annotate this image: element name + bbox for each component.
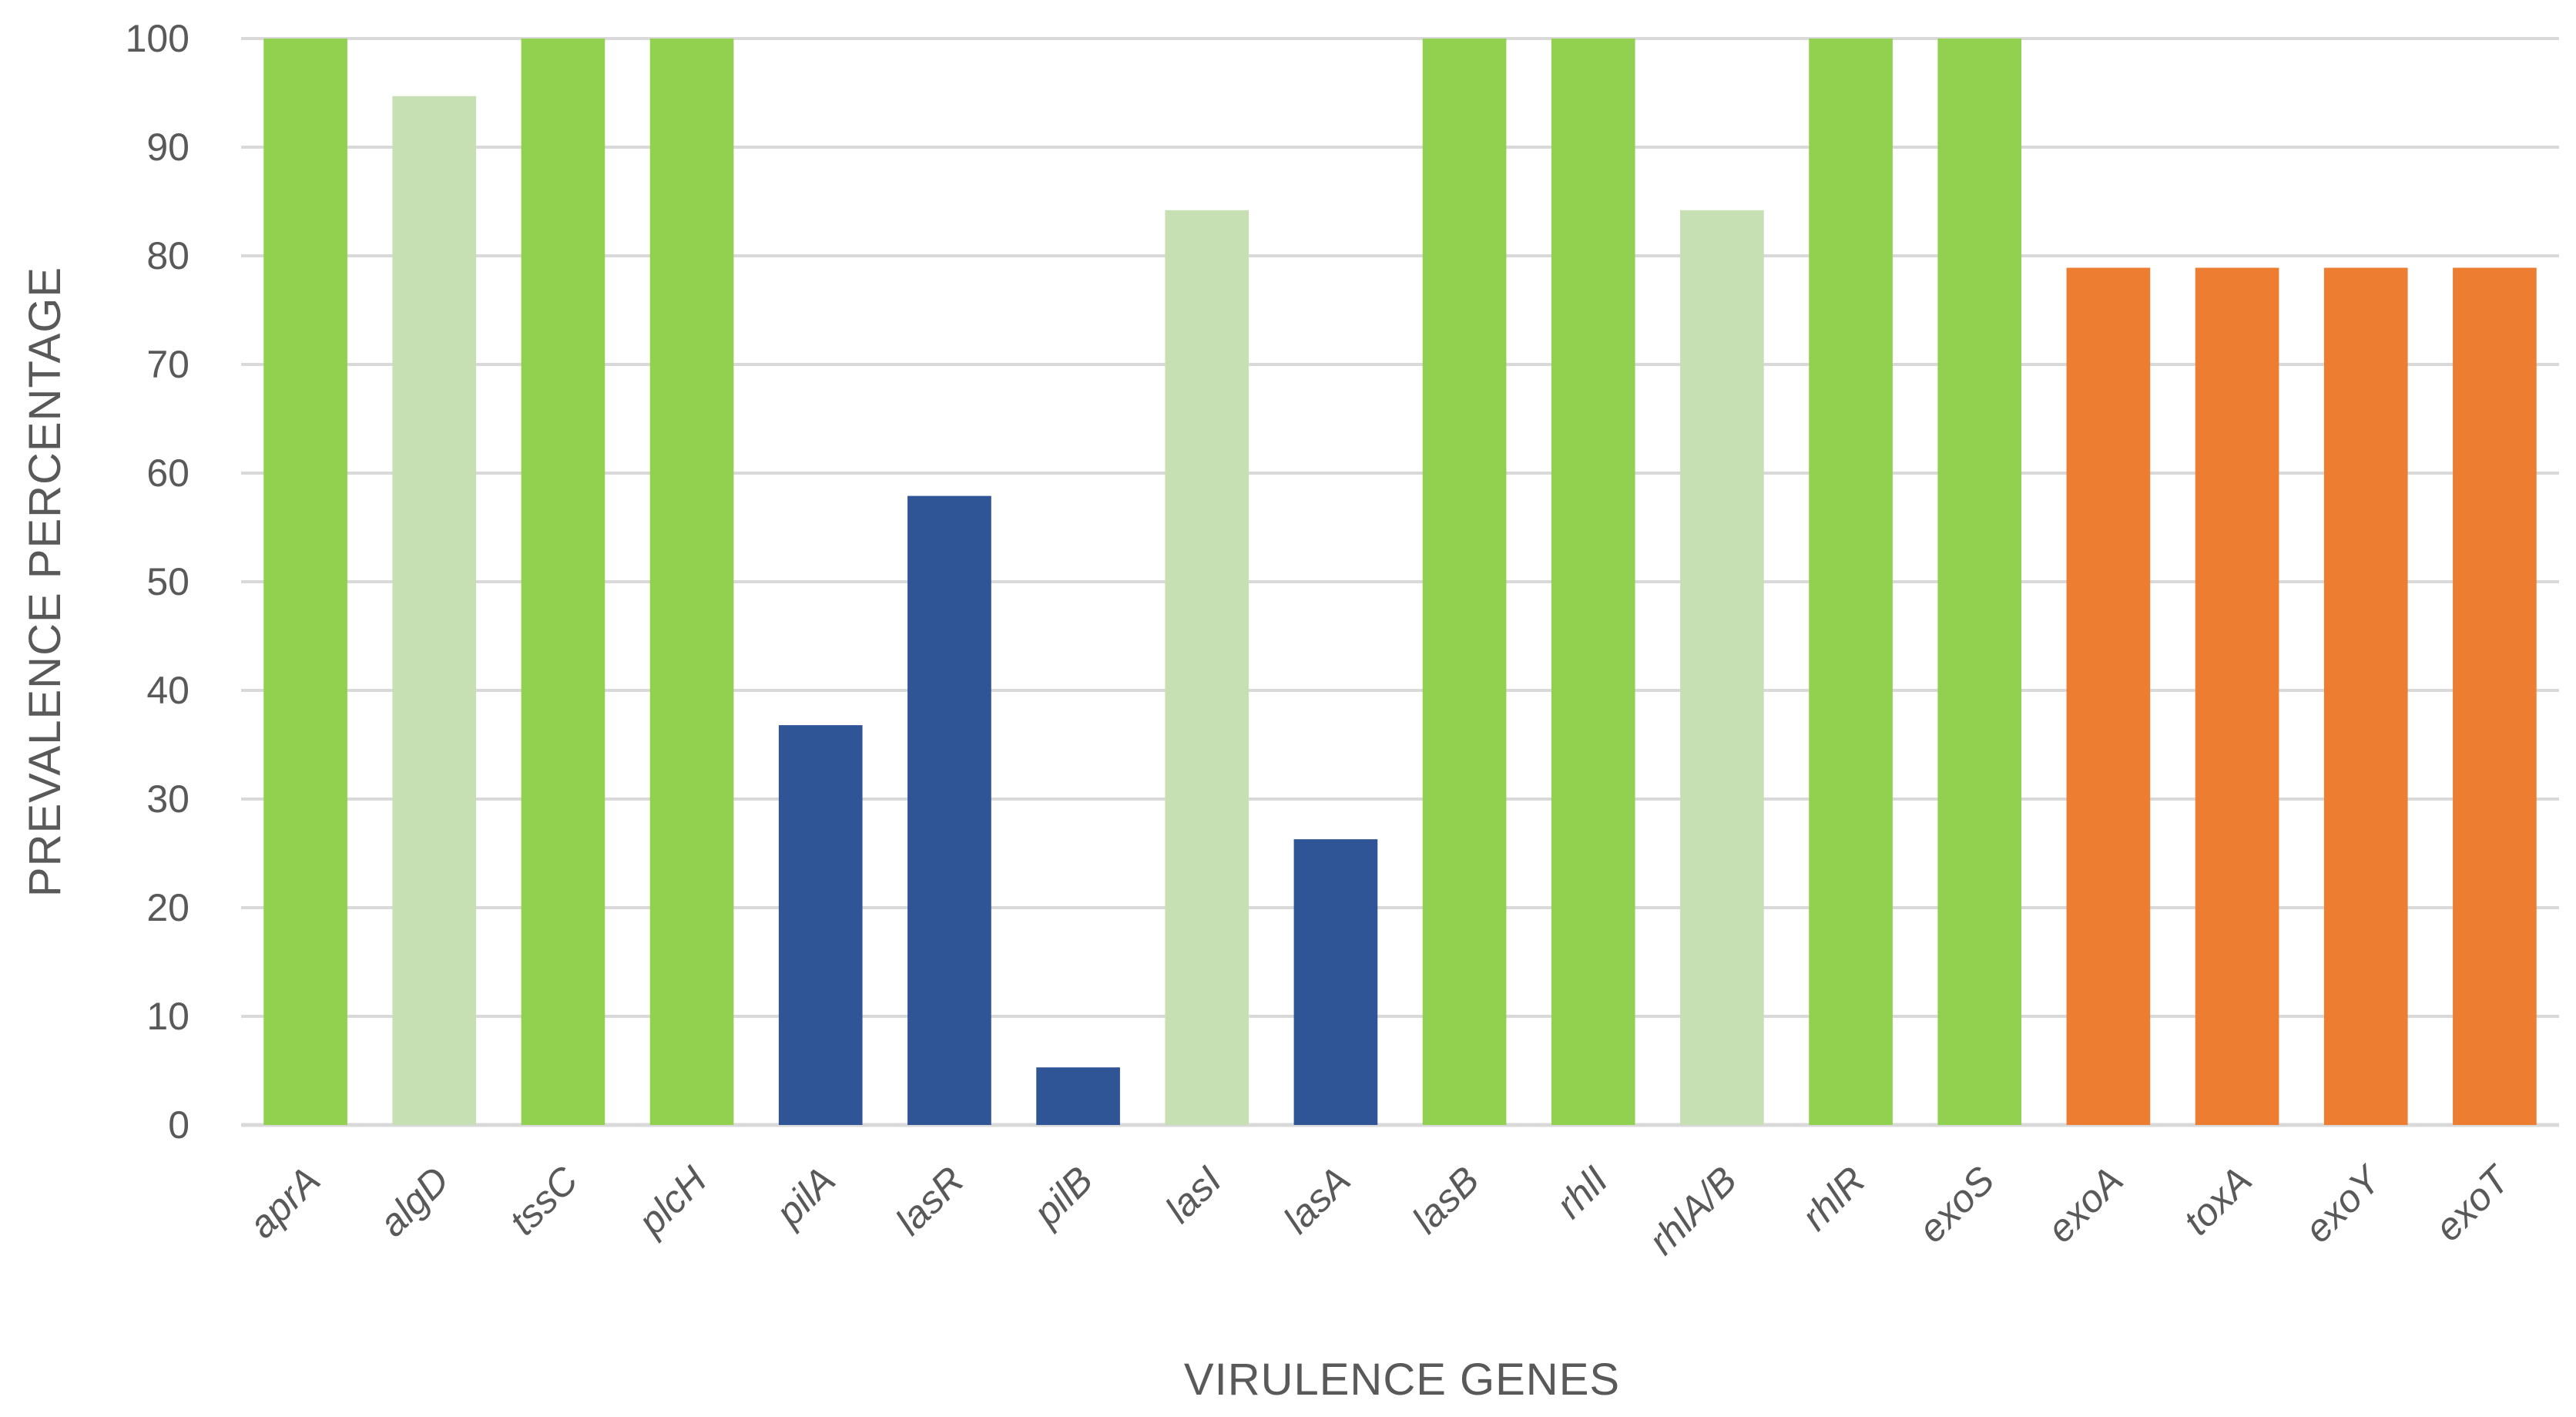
bar-lasb [1422,39,1507,1125]
x-tick-label: pilB [1024,1158,1101,1235]
x-tick-label: rhlA/B [1640,1158,1745,1263]
bar-toxa [2195,267,2279,1125]
x-tick-label: exoA [2039,1158,2132,1251]
x-tick-label: plcH [629,1158,715,1244]
bars [263,39,2537,1126]
bar-rhli [1551,39,1635,1125]
x-tick-label: rhlR [1793,1158,1873,1238]
bar-lasr [907,495,991,1125]
y-axis-title: PREVALENCE PERCENTAGE [20,267,70,897]
y-tick-label: 60 [146,452,190,495]
x-tick-label: aprA [240,1158,328,1246]
x-axis-category-labels: aprA algD tssC plcH pilA lasR pilB lasI lasA lasB… [240,1157,2520,1263]
x-tick-label: toxA [2175,1158,2260,1243]
bar-pilb [1036,1067,1120,1125]
x-tick-label: exoS [1910,1158,2002,1251]
bar-pila [778,725,863,1125]
bar-exoa [2066,267,2151,1125]
y-tick-label: 50 [146,560,190,603]
bar-exos [1937,39,2022,1125]
bar-algd [392,96,477,1126]
bar-lasi [1165,210,1249,1125]
x-tick-label: exoY [2296,1157,2391,1251]
x-tick-label: lasB [1404,1158,1487,1241]
x-tick-label: lasI [1157,1158,1230,1231]
y-axis-tick-labels: 0 10 20 30 40 50 60 70 80 90 100 [126,17,190,1147]
x-tick-label: tssC [501,1158,586,1244]
y-tick-label: 40 [146,669,190,712]
bar-lasa [1293,839,1378,1125]
bar-apra [263,39,347,1125]
bar-plch [649,39,734,1125]
x-tick-label: lasR [887,1158,972,1243]
x-tick-label: pilA [766,1158,844,1235]
y-tick-label: 0 [168,1103,190,1147]
x-tick-label: algD [371,1158,457,1244]
bar-exoy [2323,267,2408,1125]
bar-exot [2453,267,2537,1125]
x-tick-label: rhlI [1548,1158,1616,1227]
y-tick-label: 30 [146,777,190,821]
y-tick-label: 100 [126,17,190,60]
y-tick-label: 10 [146,995,190,1038]
x-tick-label: lasA [1275,1158,1358,1241]
x-axis-title: VIRULENCE GENES [1184,1355,1620,1405]
y-tick-label: 90 [146,126,190,169]
bar-tssc [521,39,605,1125]
x-tick-label: exoT [2427,1157,2520,1250]
bar-rhla-b [1680,210,1764,1125]
y-tick-label: 70 [146,343,190,386]
gridlines [241,37,2559,1127]
y-tick-label: 80 [146,234,190,277]
y-tick-label: 20 [146,886,190,929]
bar-rhlr [1809,39,1893,1125]
